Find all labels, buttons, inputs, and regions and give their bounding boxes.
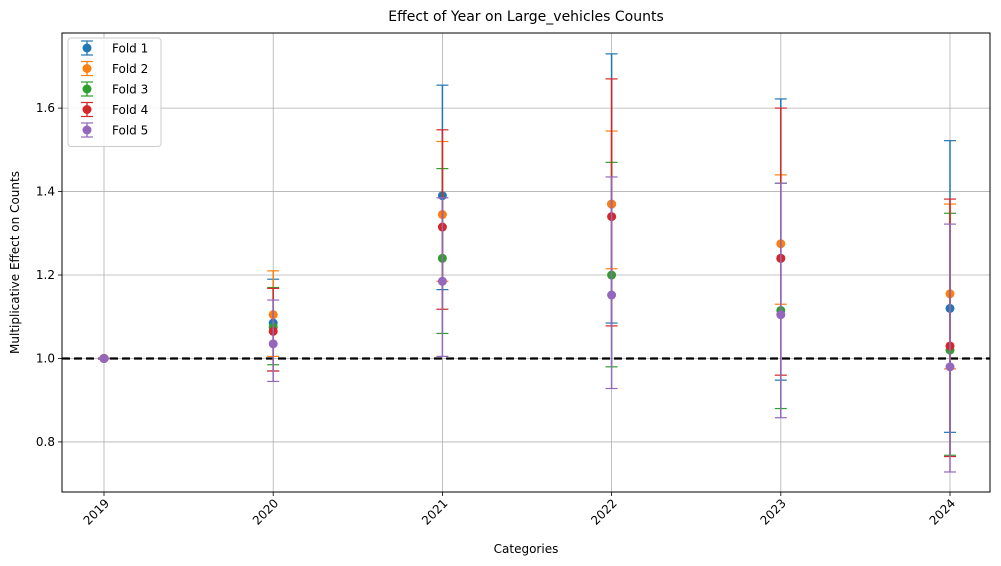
x-tick-label: 2020 xyxy=(250,496,281,527)
legend-label: Fold 5 xyxy=(112,124,148,138)
legend-marker-dot xyxy=(82,84,92,94)
legend-marker-dot xyxy=(82,105,92,114)
x-tick-label: 2024 xyxy=(927,496,958,527)
legend-box xyxy=(67,37,162,147)
series xyxy=(98,78,956,458)
x-tick-label: 2021 xyxy=(419,496,450,527)
series xyxy=(98,176,956,473)
data-point xyxy=(945,362,955,372)
chart-title: Effect of Year on Large_vehicles Counts xyxy=(388,9,664,25)
y-tick-label: 1.0 xyxy=(36,351,55,365)
series xyxy=(98,161,956,456)
data-point xyxy=(99,353,109,363)
data-point xyxy=(607,290,617,300)
legend-marker-dot xyxy=(82,43,92,53)
x-axis: 2019 2020 2021 2022 2023 2024 xyxy=(81,492,958,528)
data-point xyxy=(437,276,447,286)
legend-label: Fold 2 xyxy=(112,62,148,76)
y-tick-label: 0.8 xyxy=(36,435,55,449)
x-tick-label: 2023 xyxy=(757,496,788,527)
data-point xyxy=(776,310,786,320)
y-tick-label: 1.2 xyxy=(36,268,55,282)
legend-label: Fold 4 xyxy=(112,103,148,117)
data-point xyxy=(268,339,278,349)
plot-frame xyxy=(61,32,991,493)
series xyxy=(98,53,956,433)
y-axis-label: Multiplicative Effect on Counts xyxy=(8,171,22,354)
legend: Fold 1 Fold 2 Fold 3 Fold 4 Fold 5 xyxy=(67,37,162,147)
x-tick-label: 2019 xyxy=(81,496,112,527)
legend-label: Fold 3 xyxy=(112,83,148,97)
legend-marker-dot xyxy=(82,64,92,73)
x-tick-label: 2022 xyxy=(588,496,619,527)
legend-marker-dot xyxy=(82,125,92,135)
x-axis-label: Categories xyxy=(494,542,559,556)
y-axis: 0.8 1.0 1.2 1.4 1.6 xyxy=(36,101,62,449)
plot-series xyxy=(98,53,956,473)
legend-label: Fold 1 xyxy=(112,42,148,56)
y-tick-label: 1.6 xyxy=(36,101,55,115)
series xyxy=(98,130,956,370)
grid-lines xyxy=(62,33,990,492)
y-tick-label: 1.4 xyxy=(36,185,55,199)
